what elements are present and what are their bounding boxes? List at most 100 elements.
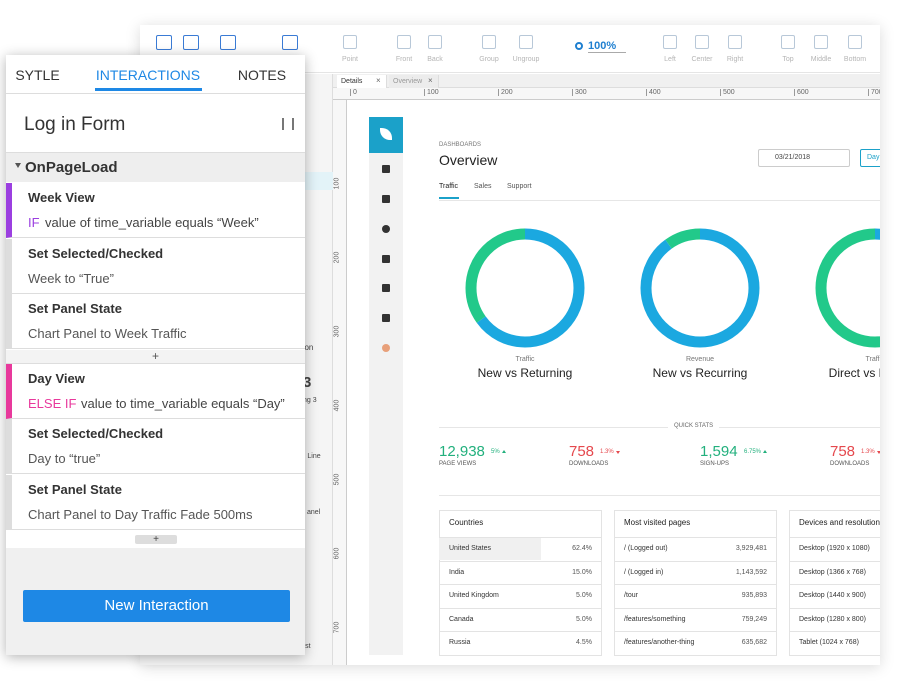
cell: Desktop (1440 x 900) [799,592,866,599]
stat-label: PAGE VIEWS [439,461,477,467]
cell: / (Logged out) [624,545,668,552]
toolbar-icon[interactable] [663,35,677,49]
stat-change: 1.3% [861,449,875,455]
case-title: Day View [28,370,85,386]
stat-value: 758 [569,443,595,460]
toolbar-icon[interactable] [156,35,172,50]
toolbar-label: Right [726,56,744,63]
new-interaction-btn[interactable]: New Interaction [23,590,290,622]
case-condition: value to time_variable equals “Day” [81,395,285,411]
table [439,510,602,656]
row-bar [439,537,541,560]
ruler-label: 500 [720,89,735,96]
toolbar-icon[interactable] [519,35,533,49]
toolbar-icon[interactable] [428,35,442,49]
donut-segment [815,228,880,348]
action-detail: Chart Panel to Week Traffic [28,326,187,341]
donut-title: Direct vs Referral [828,366,880,380]
case-row[interactable] [6,419,305,474]
tab-bar [333,74,880,88]
dash-tab[interactable]: Sales [474,183,492,190]
cell: 1,143,592 [735,568,767,576]
cell: Russia [449,639,471,646]
action-detail: Day to “true” [28,451,101,466]
toolbar-icon[interactable] [343,35,357,49]
canvas: DASHBOARDS Overview 03/21/2018 Day Traffic Sa… [347,100,880,665]
toolbar-icon[interactable] [397,35,411,49]
cell: India [449,568,465,576]
case-row[interactable] [6,363,305,419]
sidebar-icon[interactable] [382,165,390,173]
case-title: Week View [28,190,95,205]
divider [439,495,880,496]
toolbar-icon[interactable] [482,35,496,49]
case-row[interactable] [6,183,305,238]
toolbar [140,25,880,73]
doc-tab[interactable]: Overview [389,75,439,88]
cell: Desktop (1280 x 800) [799,615,866,623]
trend-arrow [763,450,767,453]
case-row[interactable] [6,238,305,294]
date-btn[interactable]: Day [860,149,880,167]
widget-label: ng 3 [303,397,317,404]
doc-tab[interactable]: Details [337,75,387,88]
settings-icon[interactable] [282,118,294,130]
cell: /features/another-thing [624,639,695,646]
v-ruler [333,100,347,665]
trend-arrow [616,451,620,454]
toolbar-icon[interactable] [282,35,298,50]
zoom[interactable]: 100% [588,40,626,53]
dash-tab[interactable]: Traffic [439,183,459,190]
table-row [614,607,777,632]
cell: 635,682 [741,639,767,646]
sidebar-icon[interactable] [382,344,390,352]
sidebar-icon[interactable] [382,314,390,322]
sidebar-icon[interactable] [382,195,390,203]
case-row[interactable] [6,474,305,530]
stat-label: DOWNLOADS [830,461,870,467]
toolbar-label: Left [664,56,676,63]
table [614,510,777,656]
action-detail: Chart Panel to Day Traffic Fade 500ms [28,506,253,522]
cell: Desktop (1920 x 1080) [799,545,870,552]
action-name: Set Panel State [28,301,122,316]
panel-tab[interactable]: NOTES [237,67,287,83]
table-title: Devices and resolutions [799,518,880,527]
table-row [439,607,602,632]
sidebar-icon[interactable] [382,225,390,233]
cell: 3,929,481 [735,545,767,552]
event-header [6,152,305,182]
table-row [439,560,602,585]
sidebar-icon[interactable] [382,255,390,263]
case-row[interactable] [6,294,305,349]
toolbar-icon[interactable] [781,35,795,49]
case-keyword: ELSE IF [28,395,77,411]
toolbar-icon[interactable] [183,35,199,50]
tab-close: × [376,76,381,85]
toolbar-label: Middle [810,56,832,63]
ruler-label: 400 [646,89,661,96]
toolbar-icon[interactable] [814,35,828,49]
date-box[interactable]: 03/21/2018 [758,149,850,167]
toolbar-icon[interactable] [848,35,862,49]
dash-tab[interactable]: Support [507,183,532,190]
table-row [439,631,602,655]
action-name: Set Selected/Checked [28,426,164,441]
stat-label: SIGN-UPS [700,461,730,467]
table-row [614,631,777,655]
sidebar-icon[interactable] [382,284,390,292]
donut-segment [640,228,760,348]
panel-tab[interactable]: SYTLE [15,67,60,83]
toolbar-icon[interactable] [220,35,236,50]
caret [15,163,21,168]
toolbar-icon[interactable] [728,35,742,49]
table-row [789,584,880,608]
add-button[interactable]: + [135,535,177,545]
trend-arrow [877,451,880,454]
add-row[interactable]: + [6,349,305,364]
toolbar-icon[interactable] [695,35,709,49]
table [789,510,880,656]
panel-tab[interactable]: INTERACTIONS [95,67,201,83]
cell: 5.0% [576,592,592,599]
